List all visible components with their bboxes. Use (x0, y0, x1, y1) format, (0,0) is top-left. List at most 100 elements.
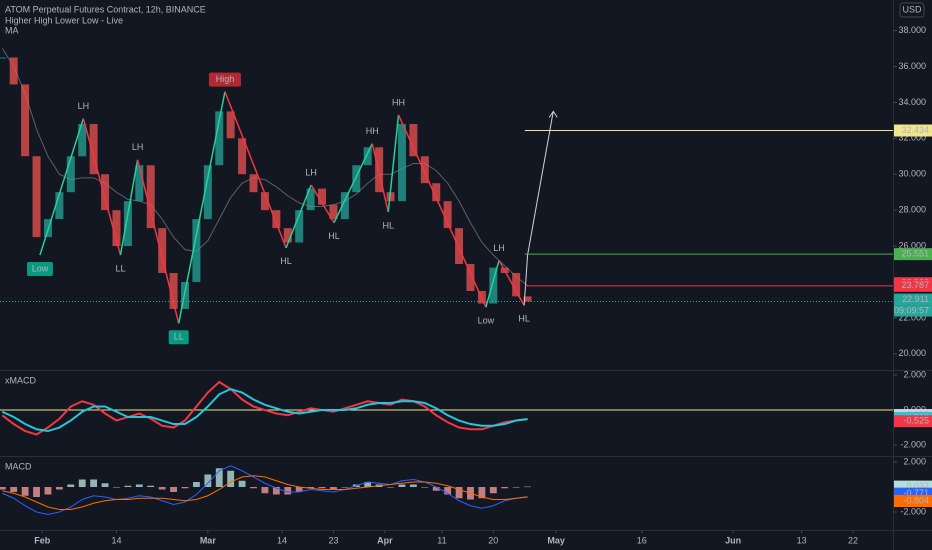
candle (523, 296, 532, 302)
histogram-bar (295, 487, 303, 492)
zigzag-segment (397, 114, 487, 308)
candle (89, 123, 98, 175)
histogram-bar (147, 485, 155, 487)
candle (260, 192, 269, 211)
series-last: -0.804 (903, 495, 929, 505)
indicator-line (1, 387, 528, 433)
histogram-bar (455, 487, 463, 499)
x-tick-label: Jun (725, 535, 741, 545)
histogram-bar (284, 487, 292, 495)
countdown: 09:09:57 (894, 305, 929, 315)
histogram-bar (489, 487, 497, 494)
histogram-bar (170, 487, 178, 492)
histogram-bar (204, 474, 212, 487)
level-label-box (894, 124, 932, 137)
candle (101, 174, 110, 211)
candle (226, 111, 235, 139)
histogram-bar (524, 486, 532, 488)
candle (306, 188, 315, 211)
x-tick-label: 22 (848, 535, 858, 545)
candle (169, 273, 178, 309)
histogram-bar (238, 480, 246, 487)
y-tick-label: 2.000 (903, 369, 926, 379)
candle (489, 267, 498, 304)
level-label-box (894, 279, 932, 292)
x-tick-label: 23 (328, 535, 338, 545)
pivot-box (168, 330, 189, 345)
histogram-bar (44, 487, 52, 495)
histogram-bar (272, 487, 280, 495)
histogram-bar (78, 479, 86, 487)
series-last-box (894, 415, 932, 428)
histogram-bar (135, 484, 143, 487)
y-tick-label: -2.000 (900, 439, 926, 449)
candle (32, 156, 41, 238)
candle (409, 123, 418, 157)
candle (123, 201, 132, 247)
pivot-box (26, 262, 53, 277)
hist-last: 0.032 (906, 481, 929, 491)
indicator-name: Higher High Lower Low - Live (5, 15, 123, 25)
x-tick-label: 11 (437, 535, 446, 545)
candle (249, 174, 258, 193)
y-tick-label: 36.000 (898, 61, 926, 71)
currency[interactable]: USD (902, 4, 922, 14)
zigzag-segment (82, 118, 122, 256)
level-label: 23.787 (901, 280, 929, 290)
pivot-label: HL (328, 231, 340, 241)
candle (443, 201, 452, 229)
candle (397, 123, 406, 202)
histogram-bar (21, 487, 29, 496)
candle (455, 228, 464, 265)
histogram-bar (67, 484, 75, 487)
currency-box[interactable] (899, 2, 925, 18)
histogram-bar (330, 487, 337, 490)
candle (55, 192, 64, 220)
arrow-head (548, 110, 558, 118)
candle (272, 210, 281, 229)
countdown-box (894, 305, 932, 317)
x-tick-label: Mar (200, 535, 217, 545)
candle (203, 165, 212, 220)
pivot-label: HH (366, 126, 379, 136)
pivot-label: HH (392, 97, 405, 107)
histogram-bar (341, 487, 349, 488)
candle (420, 156, 429, 184)
level-label-box (894, 248, 932, 261)
indicator-line (1, 380, 528, 436)
zigzag-segment (498, 260, 525, 306)
x-tick-label: Apr (377, 535, 393, 545)
zigzag-segment (285, 184, 312, 249)
indicator-line (2, 475, 528, 510)
candle (352, 165, 361, 193)
y-tick-label: 26.000 (898, 240, 926, 250)
series-last: -0.771 (903, 488, 929, 498)
zigzag-segment (310, 184, 335, 224)
histogram-bar (364, 482, 372, 487)
ma-name: MA (5, 25, 19, 35)
candle (512, 273, 521, 297)
candle (192, 219, 201, 282)
y-tick-label: 20.000 (898, 348, 926, 358)
histogram-bar (261, 487, 269, 494)
histogram-bar (409, 484, 417, 487)
histogram-bar (101, 483, 109, 487)
zigzag-segment (333, 143, 373, 224)
histogram-bar (181, 487, 189, 489)
pivot-label: High (216, 74, 235, 84)
histogram-bar (0, 487, 6, 490)
candle (112, 210, 121, 247)
y-tick-label: 38.000 (898, 25, 926, 35)
histogram-bar (90, 479, 98, 487)
histogram-bar (398, 484, 406, 487)
y-tick-label: 34.000 (898, 97, 926, 107)
candle (283, 228, 292, 243)
histogram-bar (250, 487, 257, 489)
y-tick-label: 2.000 (903, 456, 926, 466)
level-label: 25.551 (901, 249, 929, 259)
pivot-label: HL (518, 314, 530, 324)
zigzag-segment (387, 114, 400, 213)
